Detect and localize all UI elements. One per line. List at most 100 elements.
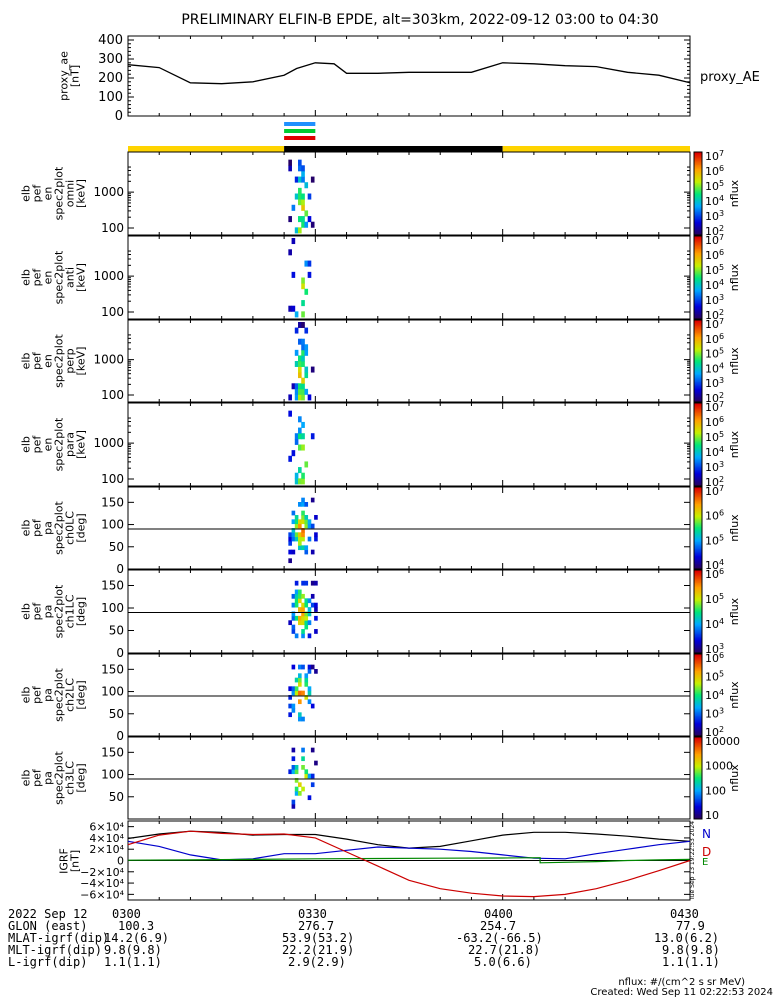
panel-para-pixel: [288, 410, 292, 417]
panel-ch0LC-pixel: [294, 519, 299, 525]
igrf-ytick-label: −2×10⁴: [80, 866, 124, 879]
panel-para-colorbar-segment: [694, 474, 702, 477]
panel-omni-colorbar-label: 102: [705, 224, 724, 238]
panel-para-colorbar-label: 105: [705, 430, 724, 444]
panel-anti-ylabel-line: en: [42, 271, 55, 285]
panel-omni-colorbar-segment: [694, 153, 702, 156]
footer-r0-c2: 0400: [484, 907, 513, 921]
panel-anti-colorbar-segment: [694, 305, 702, 308]
panel-ch0LC-bg: [128, 487, 690, 569]
panel-ch0LC-pixel: [298, 545, 302, 551]
panel-ch3LC-colorbar-segment: [694, 797, 702, 799]
panel-ch0LC-colorbar-segment: [694, 560, 702, 563]
panel-para-colorbar-segment: [694, 415, 702, 418]
proxy-ae-ytick-label: 400: [98, 33, 123, 48]
panel-omni-colorbar-segment: [694, 164, 702, 167]
panel-ch3LC-colorbar-segment: [694, 793, 702, 795]
panel-ch2LC-colorbar-segment: [694, 720, 702, 723]
panel-ch0LC-pixel: [298, 532, 302, 538]
panel-para-colorbar-segment: [694, 434, 702, 437]
panel-omni-pixel: [301, 221, 305, 228]
panel-para-pixel: [301, 472, 305, 479]
panel-ch0LC-colorbar-segment: [694, 493, 702, 496]
panel-ch0LC-colorbar-segment: [694, 515, 702, 518]
panel-ch0LC-colorbar-segment: [694, 556, 702, 559]
panel-ch2LC-colorbar-segment: [694, 659, 702, 662]
panel-ch0LC-colorbar-segment: [694, 536, 702, 539]
panel-ch2LC-colorbar-label: 105: [705, 670, 724, 684]
panel-ch2LC-colorbar-label: 106: [705, 651, 724, 665]
panel-ch1LC-pixel: [298, 598, 302, 604]
panel-ch1LC-colorbar-segment: [694, 617, 702, 619]
panel-ch0LC-pixel: [288, 536, 292, 542]
panel-ch1LC-ylabel-line: elb: [20, 603, 33, 620]
panel-para-pixel: [304, 461, 309, 468]
panel-omni-colorbar-segment: [694, 219, 702, 222]
panel-ch3LC-colorbar-segment: [694, 782, 702, 784]
panel-ch3LC-colorbar-segment: [694, 767, 702, 769]
panel-ch1LC-pixel: [298, 615, 302, 621]
panel-omni-colorbar-segment: [694, 201, 702, 204]
panel-ch0LC-colorbar-segment: [694, 521, 702, 524]
panel-ch1LC-pixel: [304, 624, 309, 630]
panel-ch1LC-pixel: [288, 620, 292, 626]
panel-anti-colorbar-segment: [694, 307, 702, 310]
panel-para-colorbar-segment: [694, 476, 702, 479]
panel-perp-pixel: [298, 322, 302, 328]
panel-omni-colorbar-segment: [694, 225, 702, 228]
panel-perp-colorbar-label: 107: [705, 317, 724, 331]
panel-ch2LC-colorbar-segment: [694, 689, 702, 692]
panel-ch0LC-colorbar-segment: [694, 529, 702, 532]
panel-omni-pixel: [288, 216, 292, 223]
panel-ch3LC-colorbar-segment: [694, 749, 702, 752]
panel-ch0LC-colorbar-segment: [694, 544, 702, 547]
panel-ch3LC-colorbar-segment: [694, 798, 702, 801]
panel-ch1LC-colorbar-segment: [694, 586, 702, 589]
panel-anti-ylabel-line: elb: [20, 269, 33, 286]
panel-ch0LC-pixel: [288, 549, 292, 555]
panel-ch2LC-pixel: [298, 712, 302, 718]
panel-anti-colorbar-segment: [694, 302, 702, 305]
panel-ch2LC-colorbar-segment: [694, 690, 702, 693]
panel-ch1LC-colorbar-label: 106: [705, 567, 724, 581]
panel-ch1LC-colorbar-segment: [694, 581, 702, 583]
panel-perp-pixel: [301, 338, 305, 345]
panel-ch3LC-colorbar-segment: [694, 786, 702, 789]
panel-ch0LC-colorbar-segment: [694, 514, 702, 517]
panel-ch2LC-pixel: [298, 716, 302, 722]
panel-omni-pixel: [298, 165, 302, 172]
panel-ch0LC-colorbar-segment: [694, 489, 702, 492]
panel-ch1LC-bg: [128, 570, 690, 653]
panel-ch2LC-pixel: [304, 677, 309, 683]
panel-omni-ylabel-line: en: [42, 187, 55, 201]
panel-ch3LC-colorbar-segment: [694, 788, 702, 791]
panel-ch1LC-colorbar-segment: [694, 589, 702, 592]
panel-ch3LC-pixel: [310, 782, 315, 788]
panel-omni-colorbar-segment: [694, 223, 702, 226]
panel-omni-colorbar-segment: [694, 186, 702, 189]
panel-omni-ylabel-line: elb: [20, 185, 33, 202]
panel-anti-pixel: [294, 311, 299, 318]
panel-para-ylabel-line: [keV]: [75, 430, 88, 459]
panel-anti-colorbar-segment: [694, 274, 702, 277]
panel-perp-pixel: [304, 349, 309, 356]
panel-ch1LC-colorbar-segment: [694, 628, 702, 630]
panel-para-pixel: [298, 467, 302, 474]
panel-ch1LC-ytick-label: 50: [109, 624, 124, 638]
panel-anti-colorbar-segment: [694, 258, 702, 261]
panel-anti-colorbar-segment: [694, 263, 702, 266]
panel-ch0LC-pixel: [291, 519, 296, 525]
igrf-ytick-label: 6×10⁴: [89, 821, 124, 834]
panel-ch3LC-pixel: [291, 799, 296, 805]
footer-r4-c3: 1.1(1.1): [662, 955, 720, 969]
panel-ch0LC-colorbar-label: 107: [705, 484, 724, 498]
panel-omni-pixel: [307, 216, 312, 223]
panel-perp-colorbar-segment: [694, 325, 702, 328]
panel-omni-pixel: [288, 159, 292, 166]
panel-omni-pixel: [301, 165, 305, 172]
panel-perp-colorbar-segment: [694, 384, 702, 387]
panel-para-colorbar-segment: [694, 463, 702, 466]
panel-ch3LC-colorbar-segment: [694, 783, 702, 786]
panel-omni-colorbar-segment: [694, 229, 702, 232]
